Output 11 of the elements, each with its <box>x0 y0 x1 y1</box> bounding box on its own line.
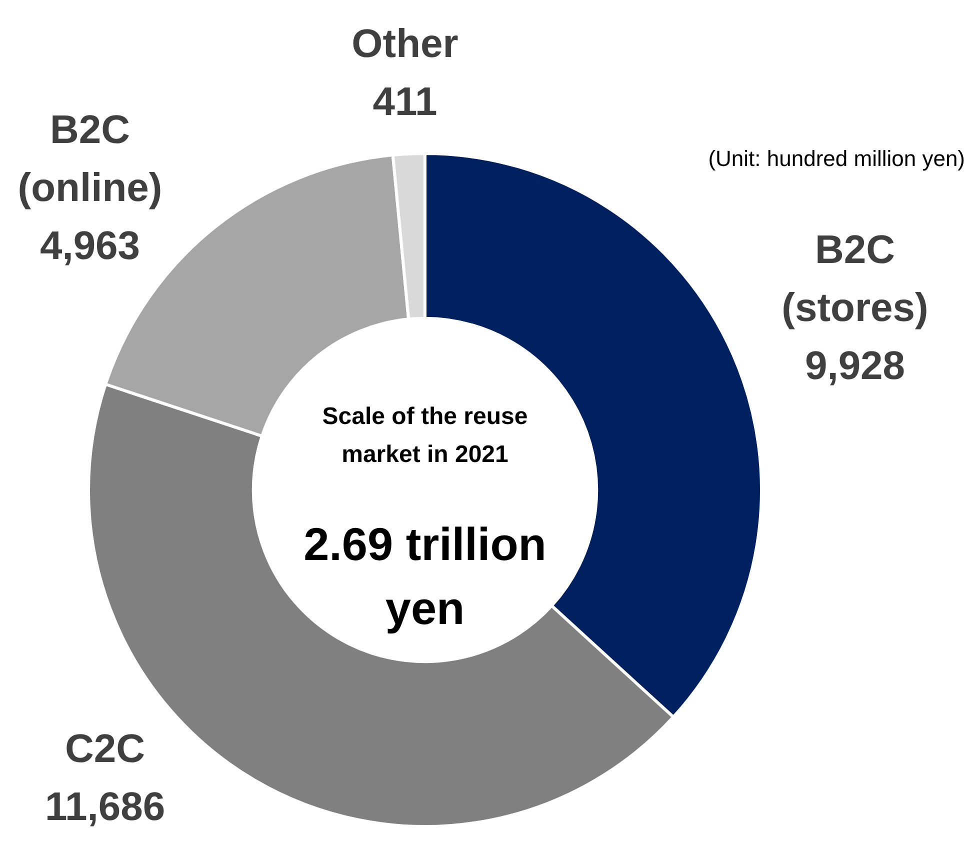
data-label: 411 <box>372 80 438 124</box>
slice-label: B2C (online) <box>18 108 162 210</box>
data-label: 4,963 <box>40 224 140 268</box>
data-label: 11,686 <box>44 785 166 830</box>
slice-label: C2C <box>64 727 146 772</box>
slice-label: B2C (stores) <box>782 228 928 330</box>
text: (Unit: hundred million yen) <box>708 146 965 172</box>
slice-label: Other <box>352 22 458 66</box>
text: Scale of the reuse market in 2021 <box>321 402 529 470</box>
data-label: 9,928 <box>804 344 906 388</box>
text: 2.69 trillion yen <box>302 517 548 636</box>
